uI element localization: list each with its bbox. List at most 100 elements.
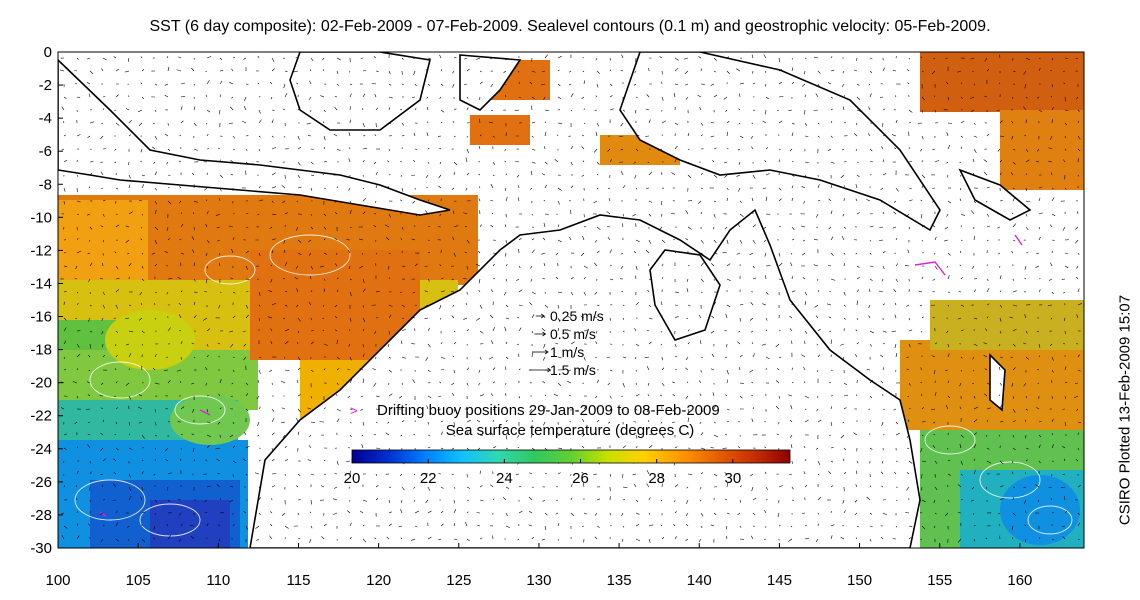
velocity-arrow <box>621 408 624 411</box>
velocity-arrow <box>400 238 403 241</box>
velocity-arrow <box>960 213 966 216</box>
velocity-arrow <box>687 408 690 413</box>
velocity-arrow <box>230 160 234 163</box>
velocity-arrow <box>219 379 222 384</box>
velocity-arrow <box>230 173 234 176</box>
velocity-arrow <box>373 225 377 228</box>
velocity-arrow <box>63 226 65 230</box>
velocity-arrow <box>750 135 754 139</box>
velocity-arrow <box>478 146 481 150</box>
velocity-arrow <box>557 239 562 243</box>
velocity-arrow <box>791 499 795 501</box>
velocity-arrow <box>87 252 91 255</box>
velocity-arrow <box>1077 288 1080 293</box>
velocity-arrow <box>998 535 1001 540</box>
velocity-arrow <box>972 265 975 269</box>
velocity-arrow <box>570 161 573 166</box>
velocity-arrow <box>764 510 767 514</box>
velocity-arrow <box>842 499 845 504</box>
velocity-arrow <box>453 225 459 228</box>
velocity-arrow <box>751 486 754 492</box>
velocity-arrow <box>297 174 301 178</box>
velocity-arrow <box>1037 382 1040 385</box>
velocity-arrow <box>1038 212 1043 215</box>
velocity-arrow <box>297 512 300 516</box>
velocity-arrow <box>1012 239 1016 242</box>
velocity-arrow <box>231 248 234 254</box>
velocity-arrow <box>128 211 133 215</box>
velocity-arrow <box>998 82 1001 85</box>
velocity-arrow <box>176 69 182 72</box>
velocity-arrow <box>115 224 120 228</box>
velocity-arrow <box>179 238 182 241</box>
velocity-arrow <box>609 159 613 163</box>
velocity-arrow <box>1064 109 1069 111</box>
velocity-arrow <box>908 109 913 113</box>
velocity-arrow <box>425 356 429 361</box>
velocity-arrow <box>895 421 899 425</box>
velocity-arrow <box>167 499 171 502</box>
velocity-arrow <box>206 265 209 269</box>
velocity-arrow <box>869 252 872 255</box>
velocity-arrow <box>791 81 795 85</box>
velocity-arrow <box>297 146 302 150</box>
velocity-arrow <box>505 419 508 423</box>
velocity-arrow <box>427 161 430 164</box>
velocity-arrow <box>908 382 911 386</box>
velocity-arrow <box>102 304 106 309</box>
velocity-arrow <box>166 226 169 232</box>
velocity-arrow <box>180 223 184 228</box>
velocity-arrow <box>245 148 248 151</box>
velocity-arrow <box>531 314 535 319</box>
velocity-arrow <box>529 511 533 514</box>
velocity-arrow <box>687 432 690 436</box>
velocity-arrow <box>881 421 884 426</box>
velocity-arrow <box>960 146 963 150</box>
velocity-arrow <box>801 354 806 358</box>
velocity-arrow <box>557 291 563 294</box>
velocity-arrow <box>958 291 962 293</box>
velocity-arrow <box>297 431 300 436</box>
velocity-arrow <box>371 82 377 85</box>
velocity-arrow <box>128 447 133 450</box>
velocity-arrow <box>646 408 650 413</box>
velocity-arrow <box>934 486 938 490</box>
velocity-arrow <box>596 161 600 165</box>
velocity-arrow <box>998 434 1001 437</box>
velocity-arrow <box>63 340 67 345</box>
velocity-arrow <box>817 289 820 293</box>
velocity-arrow <box>620 148 624 151</box>
velocity-arrow <box>671 421 676 423</box>
velocity-arrow <box>1077 252 1080 255</box>
velocity-arrow <box>1077 109 1080 112</box>
velocity-arrow <box>921 174 926 179</box>
velocity-arrow <box>439 147 442 150</box>
velocity-arrow <box>388 486 392 488</box>
velocity-arrow <box>830 535 833 540</box>
velocity-arrow <box>674 343 677 348</box>
velocity-arrow <box>804 291 808 296</box>
velocity-arrow <box>206 239 210 244</box>
velocity-arrow <box>700 211 703 215</box>
velocity-arrow <box>219 434 221 438</box>
velocity-arrow <box>218 524 221 527</box>
velocity-arrow <box>880 380 884 384</box>
velocity-arrow <box>257 213 260 216</box>
velocity-arrow <box>713 512 717 515</box>
velocity-arrow <box>219 94 222 98</box>
velocity-arrow <box>713 57 717 61</box>
velocity-arrow <box>154 109 157 112</box>
velocity-arrow <box>1012 304 1018 307</box>
velocity-arrow <box>258 119 262 124</box>
velocity-arrow <box>791 381 794 384</box>
velocity-arrow <box>281 512 286 516</box>
velocity-arrow <box>945 512 949 517</box>
velocity-arrow <box>581 146 585 150</box>
velocity-arrow <box>685 512 689 517</box>
velocity-arrow <box>219 187 222 192</box>
x-tick-label: 160 <box>1007 572 1032 589</box>
velocity-arrow <box>206 421 211 423</box>
velocity-arrow <box>830 210 833 215</box>
velocity-arrow <box>1009 316 1014 319</box>
velocity-arrow <box>1077 174 1080 177</box>
